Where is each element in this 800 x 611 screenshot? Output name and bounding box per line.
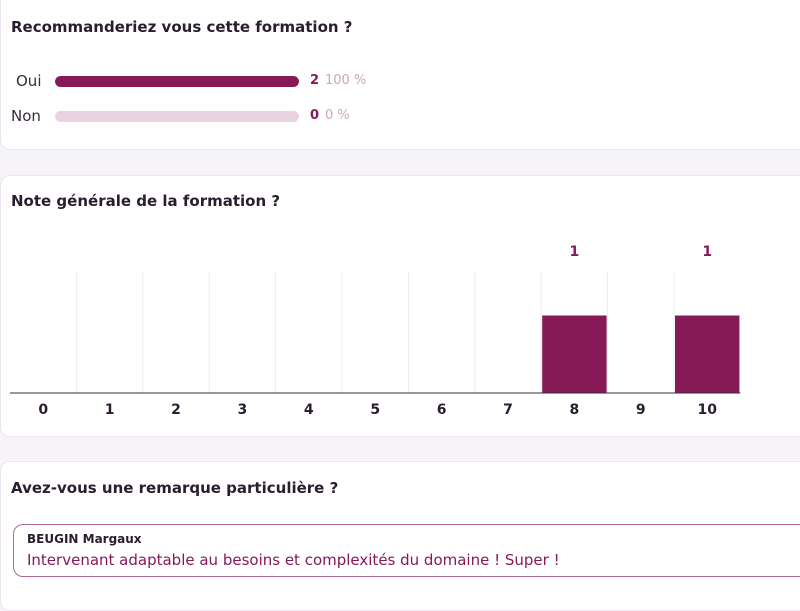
option-row-non: Non 0 0 %: [11, 106, 411, 126]
option-label: Non: [11, 107, 41, 125]
chart-tick-label: 3: [238, 402, 248, 418]
recommend-title: Recommanderiez vous cette formation ?: [11, 18, 353, 36]
rating-title: Note générale de la formation ?: [11, 192, 281, 210]
option-count: 0: [310, 108, 320, 123]
remark-card: Avez-vous une remarque particulière ? BE…: [0, 461, 800, 611]
option-count: 2: [310, 73, 320, 88]
recommend-card: Recommanderiez vous cette formation ? Ou…: [0, 0, 800, 150]
chart-tick-label: 7: [503, 402, 513, 418]
chart-tick-label: 10: [697, 402, 717, 418]
chart-tick-label: 8: [570, 402, 580, 418]
chart-tick-label: 2: [171, 402, 181, 418]
option-percent: 100 %: [325, 73, 367, 88]
chart-tick-label: 6: [437, 402, 447, 418]
chart-tick-label: 0: [38, 402, 48, 418]
chart-tick-label: 5: [370, 402, 380, 418]
rating-bar-chart: 1 10 1 2 3 4 5 6 7 8 9 10: [10, 244, 741, 418]
option-percent: 0 %: [325, 108, 350, 123]
chart-tick-label: 1: [105, 402, 115, 418]
chart-bar: [542, 315, 607, 393]
remark-author: BEUGIN Margaux: [27, 532, 142, 546]
option-bar-track: [55, 111, 299, 122]
chart-data-label: 1: [702, 244, 712, 260]
chart-data-label: 1: [570, 244, 580, 260]
chart-bar: [675, 315, 740, 393]
chart-tick-label: 9: [636, 402, 646, 418]
option-bar-fill: [55, 76, 299, 87]
remark-title: Avez-vous une remarque particulière ?: [11, 479, 339, 497]
remark-entry: BEUGIN Margaux Intervenant adaptable au …: [13, 524, 800, 577]
option-row-oui: Oui 2 100 %: [11, 71, 411, 91]
option-bar-track: [55, 76, 299, 87]
remark-text: Intervenant adaptable au besoins et comp…: [27, 551, 560, 569]
chart-tick-label: 4: [304, 402, 314, 418]
option-label: Oui: [16, 72, 42, 90]
